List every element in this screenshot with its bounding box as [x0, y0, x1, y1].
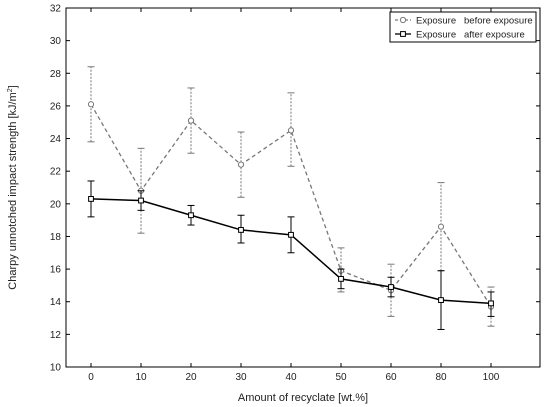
data-point-before — [237, 161, 245, 168]
y-tick-label: 30 — [50, 36, 62, 47]
x-tick-label: 30 — [235, 372, 247, 383]
x-tick-label: 10 — [135, 372, 147, 383]
data-point-after — [488, 300, 494, 307]
x-tick-label: 60 — [385, 372, 397, 383]
x-tick-label: 20 — [185, 372, 197, 383]
x-tick-label: 0 — [88, 372, 94, 383]
data-point-after — [338, 275, 344, 282]
legend-value-after: after exposure — [464, 30, 525, 41]
x-tick-label: 100 — [483, 372, 500, 383]
legend-marker-after — [400, 31, 406, 37]
series-after — [87, 180, 495, 330]
data-point-before — [287, 127, 295, 134]
data-point-after — [288, 231, 294, 238]
y-axis-title-sup: 2 — [7, 88, 14, 92]
y-tick-label: 12 — [50, 330, 62, 341]
legend: Exposure before exposure Exposure after … — [389, 11, 537, 43]
plot-area — [65, 7, 541, 368]
data-point-after — [138, 197, 144, 204]
series-layer — [87, 66, 495, 330]
x-tick-label: 40 — [285, 372, 297, 383]
legend-marker-before — [399, 16, 407, 24]
legend-label-before: Exposure — [416, 16, 456, 27]
data-point-after — [88, 196, 94, 202]
y-tick-label: 20 — [50, 199, 62, 210]
y-tick-label: 18 — [50, 232, 62, 243]
x-tick-label: 50 — [335, 372, 347, 383]
y-tick-label: 16 — [50, 265, 62, 276]
x-axis-title: Amount of recyclate [wt.%] — [238, 392, 368, 404]
series-line-before — [90, 103, 492, 307]
y-tick-label: 26 — [50, 101, 62, 112]
data-point-before — [87, 101, 95, 108]
y-tick-label: 14 — [50, 297, 62, 308]
legend-label-after: Exposure — [416, 30, 456, 41]
y-tick-label: 28 — [50, 69, 62, 80]
data-point-after — [238, 227, 244, 233]
y-tick-label: 32 — [50, 4, 62, 15]
data-point-after — [388, 284, 394, 290]
data-point-before — [437, 223, 445, 230]
y-axis-title-main: Charpy unnotched impact strength [kJ/m — [7, 92, 19, 289]
y-tick-label: 22 — [50, 167, 62, 178]
y-axis-title-end: ] — [7, 85, 19, 88]
y-axis: 10 12 14 16 18 20 22 24 26 28 30 32 — [50, 4, 540, 374]
x-tick-label: 80 — [435, 372, 447, 383]
data-point-after — [438, 297, 444, 303]
y-axis-title: Charpy unnotched impact strength [kJ/m2] — [7, 85, 19, 289]
data-point-after — [188, 212, 194, 219]
x-axis: 0 10 20 30 40 50 60 80 100 — [88, 8, 500, 383]
y-tick-label: 24 — [50, 134, 62, 145]
legend-box — [389, 11, 537, 43]
data-point-before — [187, 117, 195, 124]
legend-value-before: before exposure — [464, 16, 533, 27]
y-tick-label: 10 — [50, 363, 62, 374]
